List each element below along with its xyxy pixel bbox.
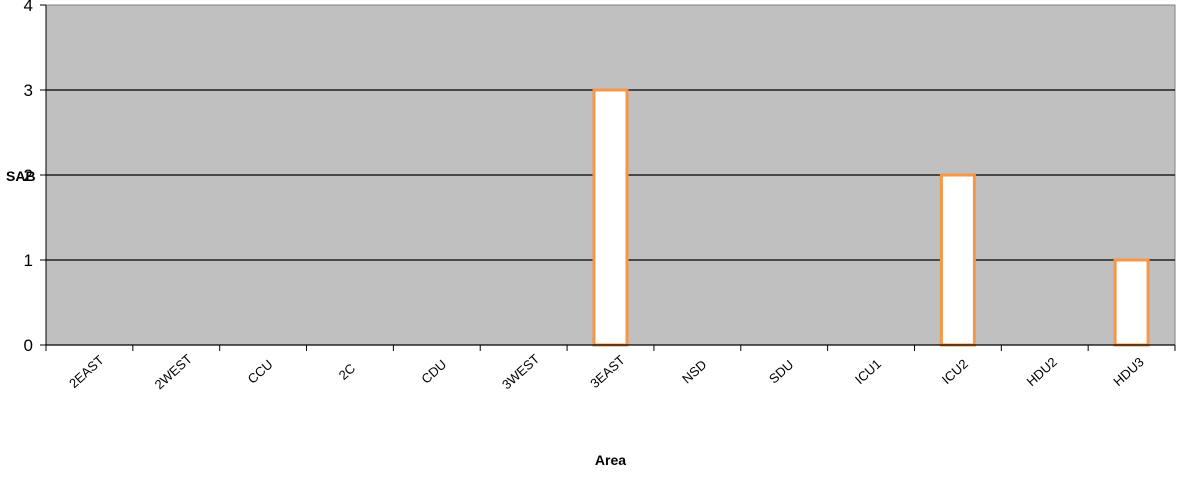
x-tick-label: CDU: [418, 357, 449, 387]
x-tick-label: 2C: [336, 361, 358, 383]
x-tick-label: ICU1: [852, 356, 884, 387]
y-tick-label: 4: [24, 0, 33, 15]
x-tick-label: 3EAST: [587, 352, 628, 391]
bars: [592, 88, 1150, 347]
x-tick-label: HDU3: [1110, 354, 1146, 389]
axes: [40, 4, 1176, 351]
y-tick-label: 1: [24, 251, 33, 270]
x-tick-label: 2WEST: [152, 351, 195, 392]
x-tick-label: CCU: [245, 357, 276, 387]
x-tick-label: NSD: [679, 357, 709, 387]
bar-3east: [592, 88, 629, 347]
y-axis-label: SAB: [6, 168, 36, 184]
y-tick-label: 0: [24, 336, 33, 355]
x-tick-label: ICU2: [939, 356, 971, 387]
x-axis-label: Area: [595, 452, 626, 468]
bar-hdu3: [1113, 258, 1150, 347]
y-tick-label: 3: [24, 81, 33, 100]
bar-icu2: [939, 173, 976, 347]
x-tick-label: HDU2: [1024, 354, 1060, 389]
x-tick-labels: 2EAST 2WEST CCU 2C CDU 3WEST 3EAST NSD SDU ICU1 IC…: [66, 351, 1147, 392]
x-tick-label: 3WEST: [499, 351, 542, 392]
y-tick-label: 2: [24, 166, 33, 185]
x-tick-label: SDU: [766, 357, 796, 387]
y-tick-labels: 0 1 2 3 4: [24, 0, 33, 355]
x-tick-label: 2EAST: [66, 352, 107, 391]
